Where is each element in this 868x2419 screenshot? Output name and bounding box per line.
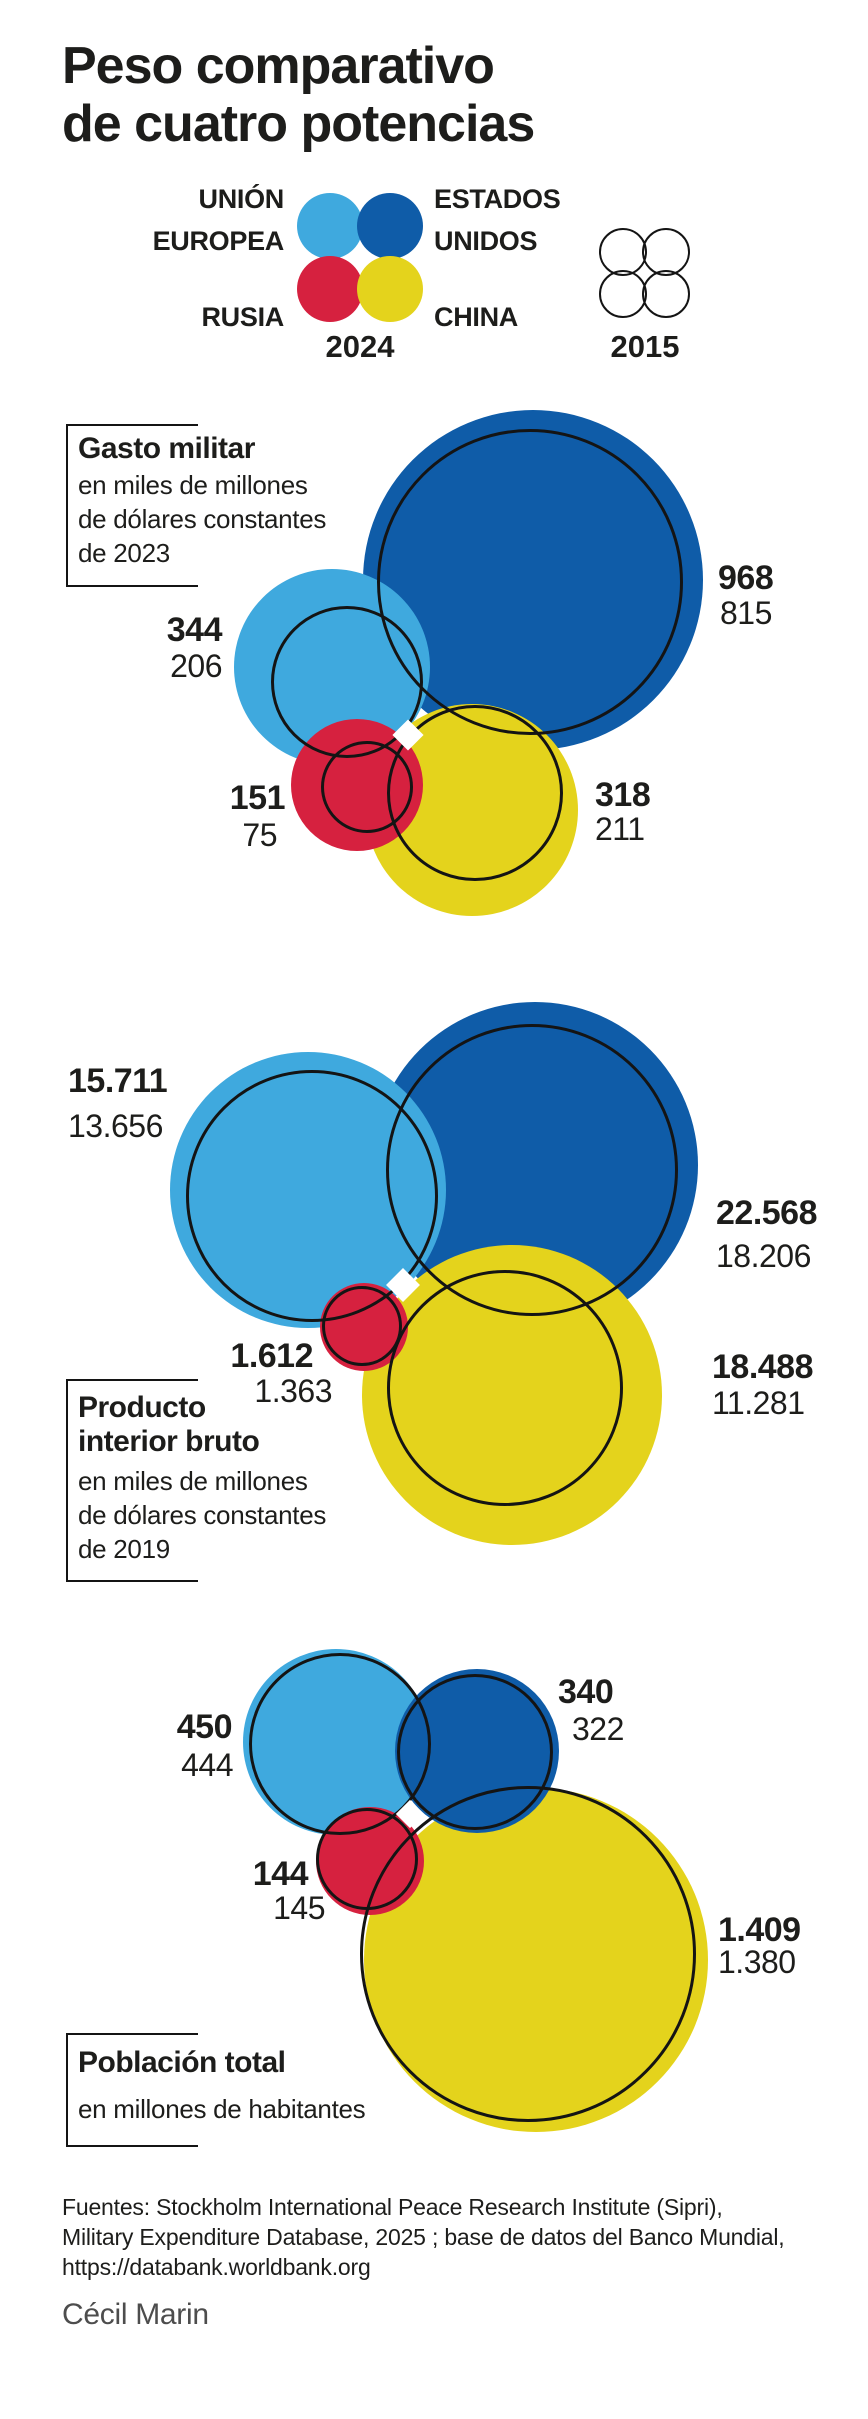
legend-2015-ring-icon (642, 270, 690, 318)
chart1-title: Gasto militar (78, 432, 255, 465)
legend-eu-line2: EUROPEA (152, 226, 285, 256)
chart3-title: Población total (78, 2046, 286, 2079)
chart2-eu-2015-value: 13.656 (68, 1108, 163, 1144)
legend-2015-ring-icon (642, 228, 690, 276)
chart3-us-2015-ring (397, 1674, 553, 1830)
chart1-eu-2015-value: 206 (170, 648, 222, 684)
chart2-eu-2024-value: 15.711 (68, 1062, 168, 1100)
legend-us-line1: ESTADOS (434, 184, 561, 214)
chart2-subtitle-line: en miles de millones (78, 1466, 308, 1496)
chart1-china-2024-value: 318 (595, 776, 651, 814)
chart2-eu-2015-ring (186, 1070, 438, 1322)
chart2-subtitle-line: de dólares constantes (78, 1500, 327, 1530)
page-title-line2: de cuatro potencias (62, 95, 535, 153)
chart3-eu-2024-value: 450 (176, 1708, 233, 1746)
chart2-us-2015-value: 18.206 (716, 1238, 811, 1274)
chart2-label-box (66, 1379, 198, 1582)
chart1-us-2015-ring (377, 429, 683, 735)
legend-us-circle-icon (357, 193, 423, 259)
page-title-line1: Peso comparativo (62, 37, 495, 95)
chart2-russia-2024-value: 1.612 (230, 1337, 313, 1375)
chart2-russia-2015-ring (322, 1286, 402, 1366)
chart3-russia-2015-ring (316, 1808, 418, 1910)
chart1-subtitle-line: en miles de millones (78, 470, 308, 500)
chart1-us-2024-value: 968 (718, 559, 774, 597)
chart3-china-2015-value: 1.380 (718, 1944, 796, 1980)
chart1-russia-2024-value: 151 (229, 779, 286, 817)
chart3-subtitle-line: en millones de habitantes (78, 2094, 366, 2124)
source-line: Military Expenditure Database, 2025 ; ba… (62, 2224, 785, 2250)
source-line: Fuentes: Stockholm International Peace R… (62, 2194, 723, 2220)
legend-2015-ring-icon (599, 270, 647, 318)
chart1-china-2015-value: 211 (595, 811, 645, 847)
chart2-china-2015-ring (387, 1270, 623, 1506)
chart3-russia-2015-value: 145 (273, 1890, 325, 1926)
chart1-label-box (66, 424, 198, 587)
chart3-china-2024-value: 1.409 (718, 1911, 801, 1949)
legend-china-circle-icon (357, 256, 423, 322)
legend-year-2015: 2015 (610, 329, 680, 364)
legend-eu-line1: UNIÓN (198, 184, 285, 214)
chart1-eu-2024-value: 344 (166, 611, 223, 649)
author-credit: Cécil Marin (62, 2298, 209, 2331)
chart2-china-2015-value: 11.281 (712, 1385, 805, 1421)
source-line: https://databank.worldbank.org (62, 2254, 371, 2280)
chart3-us-2024-value: 340 (558, 1673, 614, 1711)
chart1-subtitle-line: de dólares constantes (78, 504, 327, 534)
chart2-title-line2: interior bruto (78, 1425, 260, 1458)
chart3-eu-2015-value: 444 (181, 1747, 233, 1783)
chart2-russia-2015-value: 1.363 (254, 1373, 332, 1409)
chart2-us-2024-value: 22.568 (716, 1194, 818, 1232)
legend-2015-ring-icon (599, 228, 647, 276)
chart3-label-box (66, 2033, 198, 2147)
chart2-subtitle-line: de 2019 (78, 1534, 170, 1564)
chart3-russia-2024-value: 144 (252, 1855, 309, 1893)
chart3-us-2015-value: 322 (572, 1711, 624, 1747)
legend-eu-circle-icon (297, 193, 363, 259)
chart1-subtitle-line: de 2023 (78, 538, 170, 568)
legend-russia-circle-icon (297, 256, 363, 322)
legend-russia-label: RUSIA (201, 302, 284, 332)
chart2-title-line1: Producto (78, 1391, 206, 1424)
chart1-russia-2015-ring (321, 741, 413, 833)
chart1-russia-2015-value: 75 (242, 817, 277, 853)
chart2-china-2024-value: 18.488 (712, 1348, 814, 1386)
legend-china-label: CHINA (434, 302, 518, 332)
legend-year-2024: 2024 (325, 329, 395, 364)
chart1-us-2015-value: 815 (720, 595, 772, 631)
legend-us-line2: UNIDOS (434, 226, 538, 256)
